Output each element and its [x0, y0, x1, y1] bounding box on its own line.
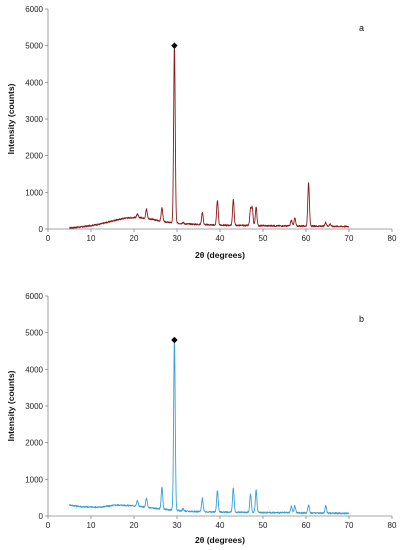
x-tick-label: 30 [173, 234, 182, 243]
x-tick-label: 60 [302, 234, 311, 243]
x-tick-label: 50 [259, 521, 268, 530]
y-tick-label: 0 [39, 512, 44, 521]
x-tick-label: 0 [46, 521, 51, 530]
chart-panel-b: 0 1000 2000 3000 4000 5000 6000 0 10 20 30 40 50 60 70… [6, 292, 397, 545]
y-tick-label: 0 [39, 225, 44, 234]
peak-diamond-marker [171, 42, 178, 49]
x-tick-label: 60 [302, 521, 311, 530]
x-tick-label: 10 [87, 234, 96, 243]
x-tick-label: 70 [345, 521, 354, 530]
x-axis-label: 2θ (degrees) [195, 250, 245, 260]
y-tick-label: 5000 [25, 42, 43, 51]
y-tick-label: 4000 [25, 78, 43, 87]
x-tick-label: 80 [388, 521, 397, 530]
x-tick-label: 30 [173, 521, 182, 530]
x-tick-label: 40 [216, 234, 225, 243]
y-tick-label: 2000 [25, 439, 43, 448]
y-axis-label: Intensity (counts) [6, 83, 16, 154]
series-line [69, 44, 350, 229]
y-tick-label: 1000 [25, 188, 43, 197]
chart-panel-a: 0 1000 2000 3000 4000 5000 6000 0 10 20 30 40 50 60 70… [6, 5, 397, 260]
y-tick-label: 2000 [25, 152, 43, 161]
x-tick-label: 80 [388, 234, 397, 243]
x-tick-label: 10 [87, 521, 96, 530]
peak-diamond-marker [171, 336, 178, 344]
x-tick-label: 20 [130, 234, 139, 243]
x-tick-label: 0 [46, 234, 51, 243]
y-axis-label: Intensity (counts) [6, 370, 16, 441]
x-tick-label: 50 [259, 234, 268, 243]
x-tick-label: 70 [345, 234, 354, 243]
x-tick-label: 20 [130, 521, 139, 530]
y-tick-label: 3000 [25, 402, 43, 411]
series-line [69, 339, 350, 515]
x-axis-label: 2θ (degrees) [195, 535, 245, 545]
x-tick-label: 40 [216, 521, 225, 530]
y-tick-label: 3000 [25, 115, 43, 124]
panel-letter: a [359, 23, 364, 33]
y-tick-label: 1000 [25, 475, 43, 484]
y-tick-label: 4000 [25, 365, 43, 374]
y-tick-label: 6000 [25, 5, 43, 14]
y-tick-label: 6000 [25, 292, 43, 301]
panel-letter: b [359, 314, 364, 324]
y-tick-label: 5000 [25, 329, 43, 338]
